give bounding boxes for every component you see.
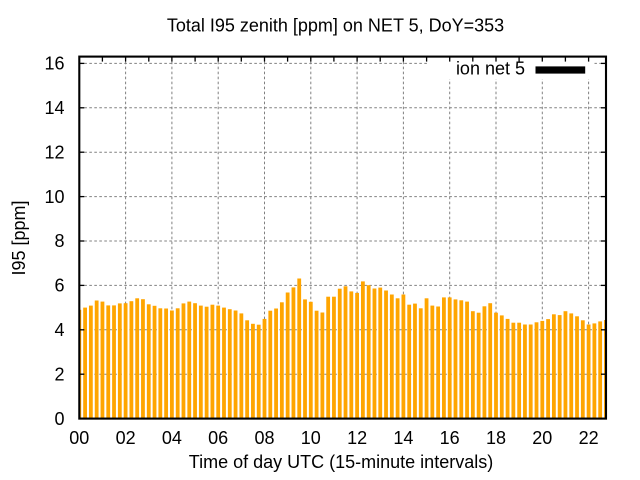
svg-text:6: 6	[54, 276, 64, 296]
svg-text:22: 22	[579, 428, 599, 448]
svg-text:14: 14	[393, 428, 413, 448]
svg-text:12: 12	[347, 428, 367, 448]
svg-text:02: 02	[116, 428, 136, 448]
svg-text:10: 10	[44, 187, 64, 207]
svg-text:0: 0	[54, 409, 64, 429]
svg-text:04: 04	[162, 428, 182, 448]
svg-text:10: 10	[301, 428, 321, 448]
svg-text:20: 20	[532, 428, 552, 448]
svg-text:Total I95 zenith [ppm] on NET: Total I95 zenith [ppm] on NET 5, DoY=353	[167, 16, 504, 36]
svg-text:14: 14	[44, 98, 64, 118]
svg-text:06: 06	[208, 428, 228, 448]
svg-text:16: 16	[44, 54, 64, 74]
svg-text:I95 [ppm]: I95 [ppm]	[9, 200, 29, 275]
svg-text:8: 8	[54, 231, 64, 251]
svg-text:ion net 5: ion net 5	[456, 59, 525, 79]
svg-text:12: 12	[44, 142, 64, 162]
svg-text:4: 4	[54, 320, 64, 340]
svg-text:00: 00	[69, 428, 89, 448]
svg-text:08: 08	[254, 428, 274, 448]
svg-text:2: 2	[54, 364, 64, 384]
svg-text:16: 16	[440, 428, 460, 448]
svg-text:Time of day UTC (15-minute int: Time of day UTC (15-minute intervals)	[189, 452, 493, 472]
svg-text:18: 18	[486, 428, 506, 448]
